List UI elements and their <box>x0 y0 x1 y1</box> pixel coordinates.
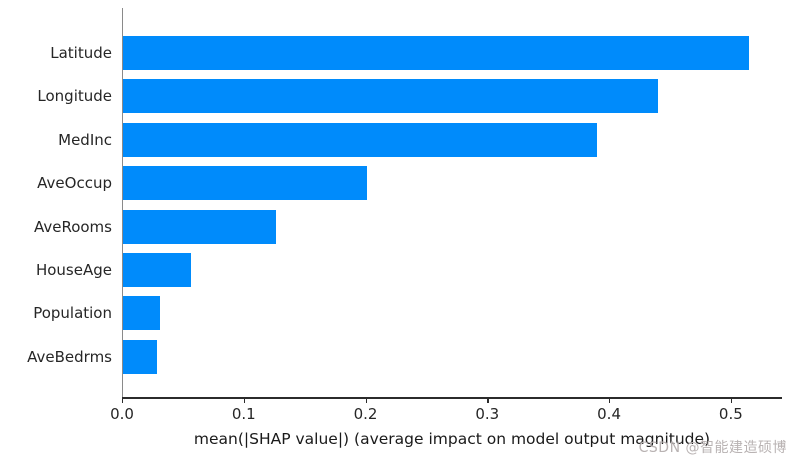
y-tick-label: Latitude <box>50 44 112 62</box>
x-axis-spine <box>122 397 782 399</box>
x-tick-mark <box>243 398 246 403</box>
x-tick-label: 0.2 <box>353 405 378 423</box>
y-tick-label: AveRooms <box>33 217 112 236</box>
bar <box>123 166 367 201</box>
y-tick-label: AveOccup <box>37 174 112 193</box>
bar <box>123 209 277 244</box>
x-axis-title: mean(|SHAP value|) (average impact on mo… <box>193 430 711 448</box>
x-tick-label: 0.1 <box>231 405 256 423</box>
y-tick-label: Longitude <box>37 87 112 106</box>
x-tick-label: 0.3 <box>475 405 500 423</box>
y-tick-label: HouseAge <box>35 261 112 279</box>
x-tick-mark <box>365 398 367 403</box>
x-tick-mark <box>122 398 124 403</box>
y-tick-label: AveBedrms <box>27 347 112 366</box>
y-tick-label: Population <box>33 304 112 323</box>
bar <box>123 79 658 114</box>
watermark: CSDN @智能建造硕博 <box>638 440 787 456</box>
x-tick-label: 0.0 <box>110 405 134 423</box>
bar <box>123 339 158 374</box>
x-tick-label: 0.5 <box>718 405 743 423</box>
x-tick-label: 0.4 <box>597 405 621 423</box>
bar <box>123 296 160 331</box>
x-tick-mark <box>487 398 489 403</box>
bar <box>123 36 749 70</box>
bar <box>123 253 192 287</box>
x-tick-mark <box>609 398 611 403</box>
y-axis-spine <box>122 8 124 398</box>
x-tick-mark <box>730 398 733 403</box>
y-tick-label: MedInc <box>58 130 112 149</box>
bar <box>123 122 597 157</box>
